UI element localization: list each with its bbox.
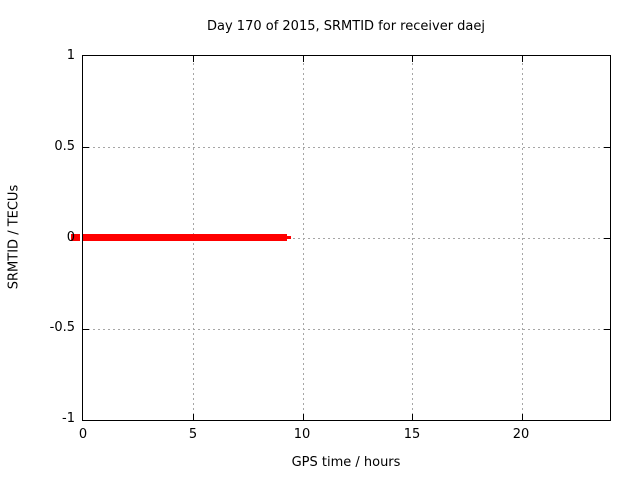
chart-title: Day 170 of 2015, SRMTID for receiver dae… (207, 19, 485, 34)
tick-mark (83, 329, 89, 330)
tick-mark (193, 414, 194, 420)
tick-mark (522, 56, 523, 62)
y-tick-label: 1 (66, 48, 75, 63)
y-tick-label: -0.5 (49, 320, 75, 335)
tick-mark (303, 56, 304, 62)
y-gridline-0p5 (83, 147, 610, 148)
tick-mark (412, 56, 413, 62)
tick-mark (604, 147, 610, 148)
x-tick-label: 0 (78, 427, 88, 442)
series-red-line (83, 234, 287, 241)
y-gridline-m0p5 (83, 329, 610, 330)
y-tick-label: 0.5 (54, 139, 75, 154)
y-tick-label: -1 (62, 411, 75, 426)
x-tick-label: 10 (293, 427, 311, 442)
x-axis-label: GPS time / hours (291, 455, 401, 470)
tick-mark (604, 329, 610, 330)
x-tick-label: 5 (188, 427, 198, 442)
series-red-line-cap (71, 234, 80, 241)
tick-mark (412, 414, 413, 420)
y-gridline-0 (83, 238, 610, 239)
tick-mark (522, 414, 523, 420)
x-tick-label: 15 (403, 427, 421, 442)
tick-mark (83, 147, 89, 148)
tick-mark (193, 56, 194, 62)
series-red-line-tip (287, 236, 291, 239)
tick-mark (303, 414, 304, 420)
plot-area (82, 55, 611, 421)
tick-mark (604, 238, 610, 239)
y-tick-label: 0 (66, 230, 75, 245)
x-tick-label: 20 (512, 427, 530, 442)
